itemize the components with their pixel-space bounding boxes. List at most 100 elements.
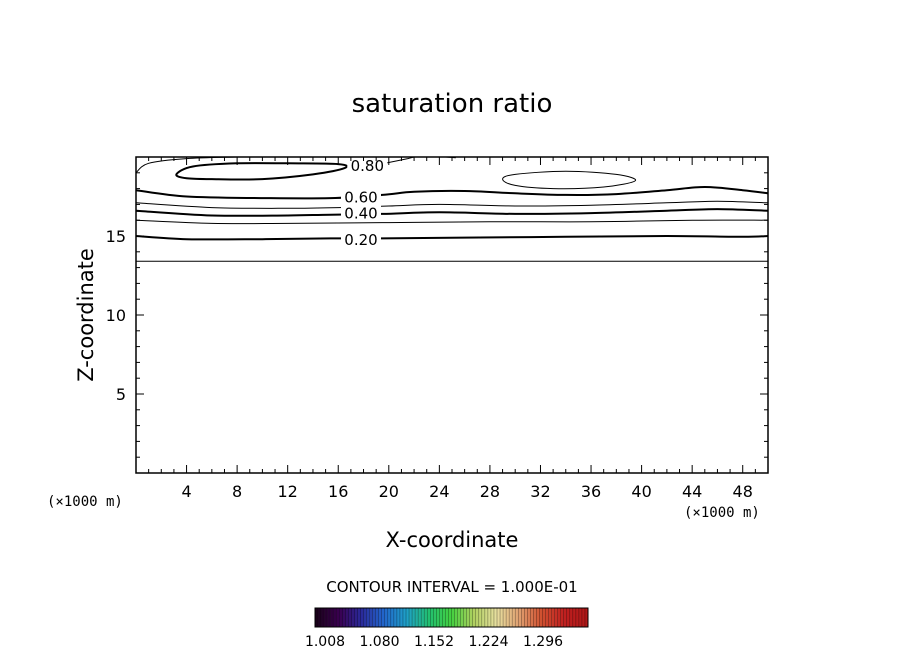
x-unit-left: (×1000 m): [47, 494, 123, 510]
colorbar-swatch: [542, 608, 546, 627]
contour-label-gap: [347, 156, 388, 172]
colorbar-swatch: [521, 608, 525, 627]
colorbar-swatch: [327, 608, 331, 627]
colorbar-swatch: [433, 608, 437, 627]
x-tick-label: 44: [682, 482, 702, 501]
colorbar-swatch: [421, 608, 425, 627]
colorbar-swatch: [366, 608, 370, 627]
x-tick-label: 36: [581, 482, 601, 501]
colorbar-swatch: [527, 608, 531, 627]
colorbar-label: 1.152: [414, 634, 454, 650]
colorbar-swatch: [351, 608, 355, 627]
contour-label-gap: [340, 204, 381, 220]
contour-layer: [136, 157, 768, 262]
colorbar-swatch: [503, 608, 507, 627]
contour-line-0-4-3: [136, 208, 768, 217]
colorbar-swatch: [475, 608, 479, 627]
colorbar-swatch: [390, 608, 395, 627]
colorbar-swatch: [481, 608, 486, 627]
contour-line-0-2-1: [136, 234, 768, 241]
colorbar-swatch: [318, 608, 322, 627]
x-tick-label: 40: [631, 482, 651, 501]
colorbar-swatch: [551, 608, 555, 627]
contour-line-0-5-4: [136, 200, 768, 209]
colorbar-label: 1.008: [305, 634, 345, 650]
colorbar-swatch: [357, 608, 361, 627]
x-tick-label: 32: [530, 482, 550, 501]
contour-label-1: 0.60: [344, 189, 377, 207]
colorbar-swatch: [412, 608, 416, 627]
x-tick-label: 48: [733, 482, 753, 501]
x-unit-right: (×1000 m): [684, 505, 760, 521]
colorbar-swatch: [457, 608, 461, 627]
contour-label-layer: 0.80 0.600.40 0.20: [340, 156, 388, 249]
colorbar-swatch: [330, 608, 334, 627]
colorbar-swatch: [469, 608, 473, 627]
x-tick-label: 16: [328, 482, 348, 501]
colorbar-swatch: [509, 608, 513, 627]
colorbar-swatch: [572, 608, 577, 627]
colorbar-swatch: [324, 608, 328, 627]
colorbar-swatch: [557, 608, 561, 627]
colorbar-swatch: [448, 608, 452, 627]
colorbar-swatch: [554, 608, 558, 627]
contour-label-3: 0.20: [344, 231, 377, 249]
colorbar-swatch: [354, 608, 358, 627]
colorbar-swatch: [321, 608, 325, 627]
colorbar-swatch: [387, 608, 392, 627]
colorbar-label: 1.296: [523, 634, 563, 650]
y-tick-label: 10: [106, 306, 126, 325]
colorbar-swatch: [430, 608, 434, 627]
colorbar-swatch: [569, 608, 574, 627]
colorbar-swatch: [360, 608, 364, 627]
colorbar-swatch: [533, 608, 537, 627]
y-tick-label: 5: [116, 385, 126, 404]
colorbar-swatch: [560, 608, 564, 627]
colorbar-swatch: [484, 608, 489, 627]
colorbar-swatch: [506, 608, 510, 627]
colorbar-swatch: [524, 608, 528, 627]
colorbar-swatch: [402, 608, 407, 627]
plot-area: 0.800.600.400.20 4 8 12 16 20 24 28 32 36 40 44 485…: [106, 156, 769, 501]
colorbar-swatch: [415, 608, 419, 627]
colorbar-swatch: [375, 608, 379, 627]
x-tick-label: 24: [429, 482, 449, 501]
colorbar-label: 1.080: [359, 634, 399, 650]
colorbar-swatch: [584, 608, 589, 627]
colorbar-swatch: [487, 608, 492, 627]
colorbar-swatch: [381, 608, 385, 627]
contour-label-gap: [340, 188, 381, 204]
colorbar-swatch: [424, 608, 428, 627]
colorbar-swatch: [451, 608, 455, 627]
colorbar-swatch: [575, 608, 580, 627]
contour-label-0: 0.80: [351, 157, 384, 175]
colorbar-swatch: [472, 608, 476, 627]
colorbar-swatch: [512, 608, 516, 627]
colorbar-swatch: [518, 608, 522, 627]
colorbar-swatch: [427, 608, 431, 627]
colorbar-labels: 1.008 1.080 1.152 1.224 1.296: [305, 634, 563, 650]
colorbar-swatch: [536, 608, 540, 627]
contour-interval-note: CONTOUR INTERVAL = 1.000E-01: [326, 578, 577, 596]
colorbar-swatch: [442, 608, 446, 627]
x-tick-label: 8: [232, 482, 242, 501]
x-tick-label: 28: [480, 482, 500, 501]
colorbar-swatch: [515, 608, 519, 627]
x-tick-label: 4: [181, 482, 191, 501]
colorbar-swatch: [399, 608, 404, 627]
colorbar-swatch: [563, 608, 567, 627]
colorbar-swatch: [336, 608, 340, 627]
colorbar: [314, 607, 589, 628]
contour-line-0-8-9: [384, 157, 415, 164]
colorbar-swatch: [342, 608, 346, 627]
colorbar-swatch: [548, 608, 552, 627]
colorbar-swatch: [581, 608, 586, 627]
colorbar-swatch: [363, 608, 367, 627]
colorbar-swatch: [384, 608, 388, 627]
colorbar-swatch: [530, 608, 534, 627]
colorbar-swatch: [406, 608, 410, 627]
x-axis-label: X-coordinate: [386, 528, 519, 552]
x-tick-label: 12: [278, 482, 298, 501]
y-axis-label: Z-coordinate: [74, 248, 98, 382]
